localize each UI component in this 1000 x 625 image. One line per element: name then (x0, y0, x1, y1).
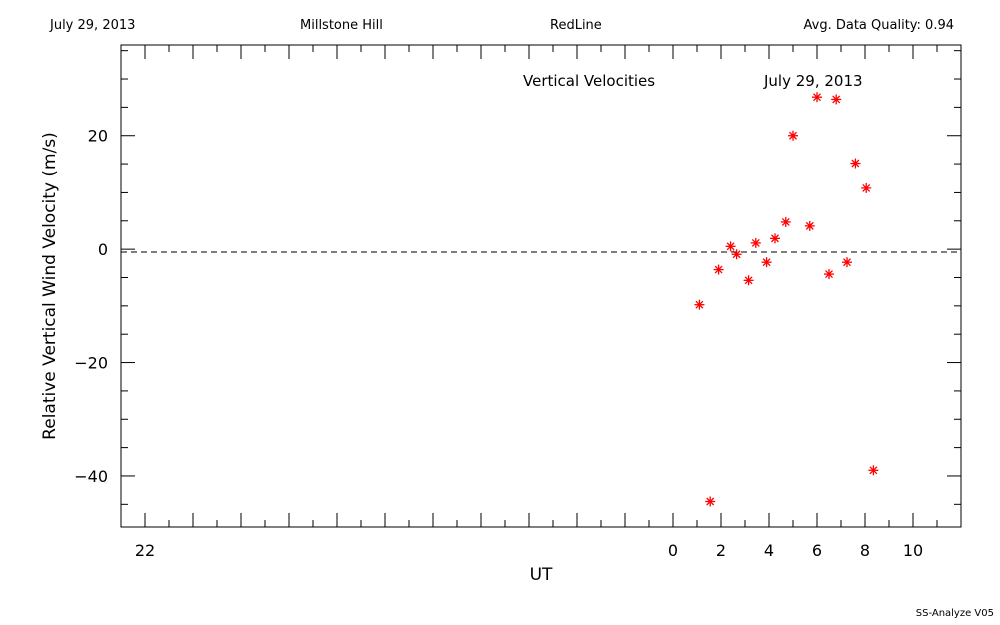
x-tick-label: 0 (668, 541, 678, 560)
data-point (831, 94, 842, 105)
x-tick-label: 22 (135, 541, 155, 560)
data-point (850, 158, 861, 169)
data-point (804, 220, 815, 231)
x-axis-label: UT (530, 565, 553, 585)
x-tick-label: 6 (812, 541, 822, 560)
software-version: SS-Analyze V05 (915, 608, 994, 619)
data-point (868, 465, 879, 476)
x-tick-label: 2 (716, 541, 726, 560)
data-point (750, 237, 761, 248)
header-data-quality: Avg. Data Quality: 0.94 (803, 18, 954, 33)
y-axis-label: Relative Vertical Wind Velocity (m/s) (40, 132, 60, 440)
axis-ticks (121, 45, 961, 527)
data-point (743, 275, 754, 286)
x-tick-label: 8 (860, 541, 870, 560)
data-point (713, 264, 724, 275)
chart-title: Vertical Velocities (523, 72, 655, 90)
x-tick-label: 10 (903, 541, 923, 560)
header-date: July 29, 2013 (50, 18, 136, 33)
data-point (731, 249, 742, 260)
chart-subtitle: July 29, 2013 (763, 72, 863, 90)
data-points (694, 92, 879, 507)
y-tick-label: −20 (74, 354, 108, 373)
data-point (788, 130, 798, 141)
data-point (812, 92, 822, 103)
data-point (780, 216, 791, 227)
y-tick-labels: −40 −20 0 20 (74, 127, 108, 486)
y-tick-label: −40 (74, 467, 108, 486)
data-point (861, 182, 872, 193)
data-point (770, 233, 780, 244)
data-point (705, 496, 716, 507)
x-tick-label: 4 (764, 541, 774, 560)
y-tick-label: 0 (98, 240, 108, 259)
header-site: Millstone Hill (300, 18, 383, 33)
data-point (694, 299, 705, 310)
header-instrument: RedLine (550, 18, 602, 33)
x-tick-labels: 22 0 2 4 6 8 10 (135, 541, 923, 560)
data-point (824, 269, 834, 280)
data-point (761, 257, 772, 268)
plot-frame (120, 44, 962, 528)
data-point (725, 241, 736, 252)
y-tick-label: 20 (88, 127, 108, 146)
data-point (842, 257, 852, 268)
